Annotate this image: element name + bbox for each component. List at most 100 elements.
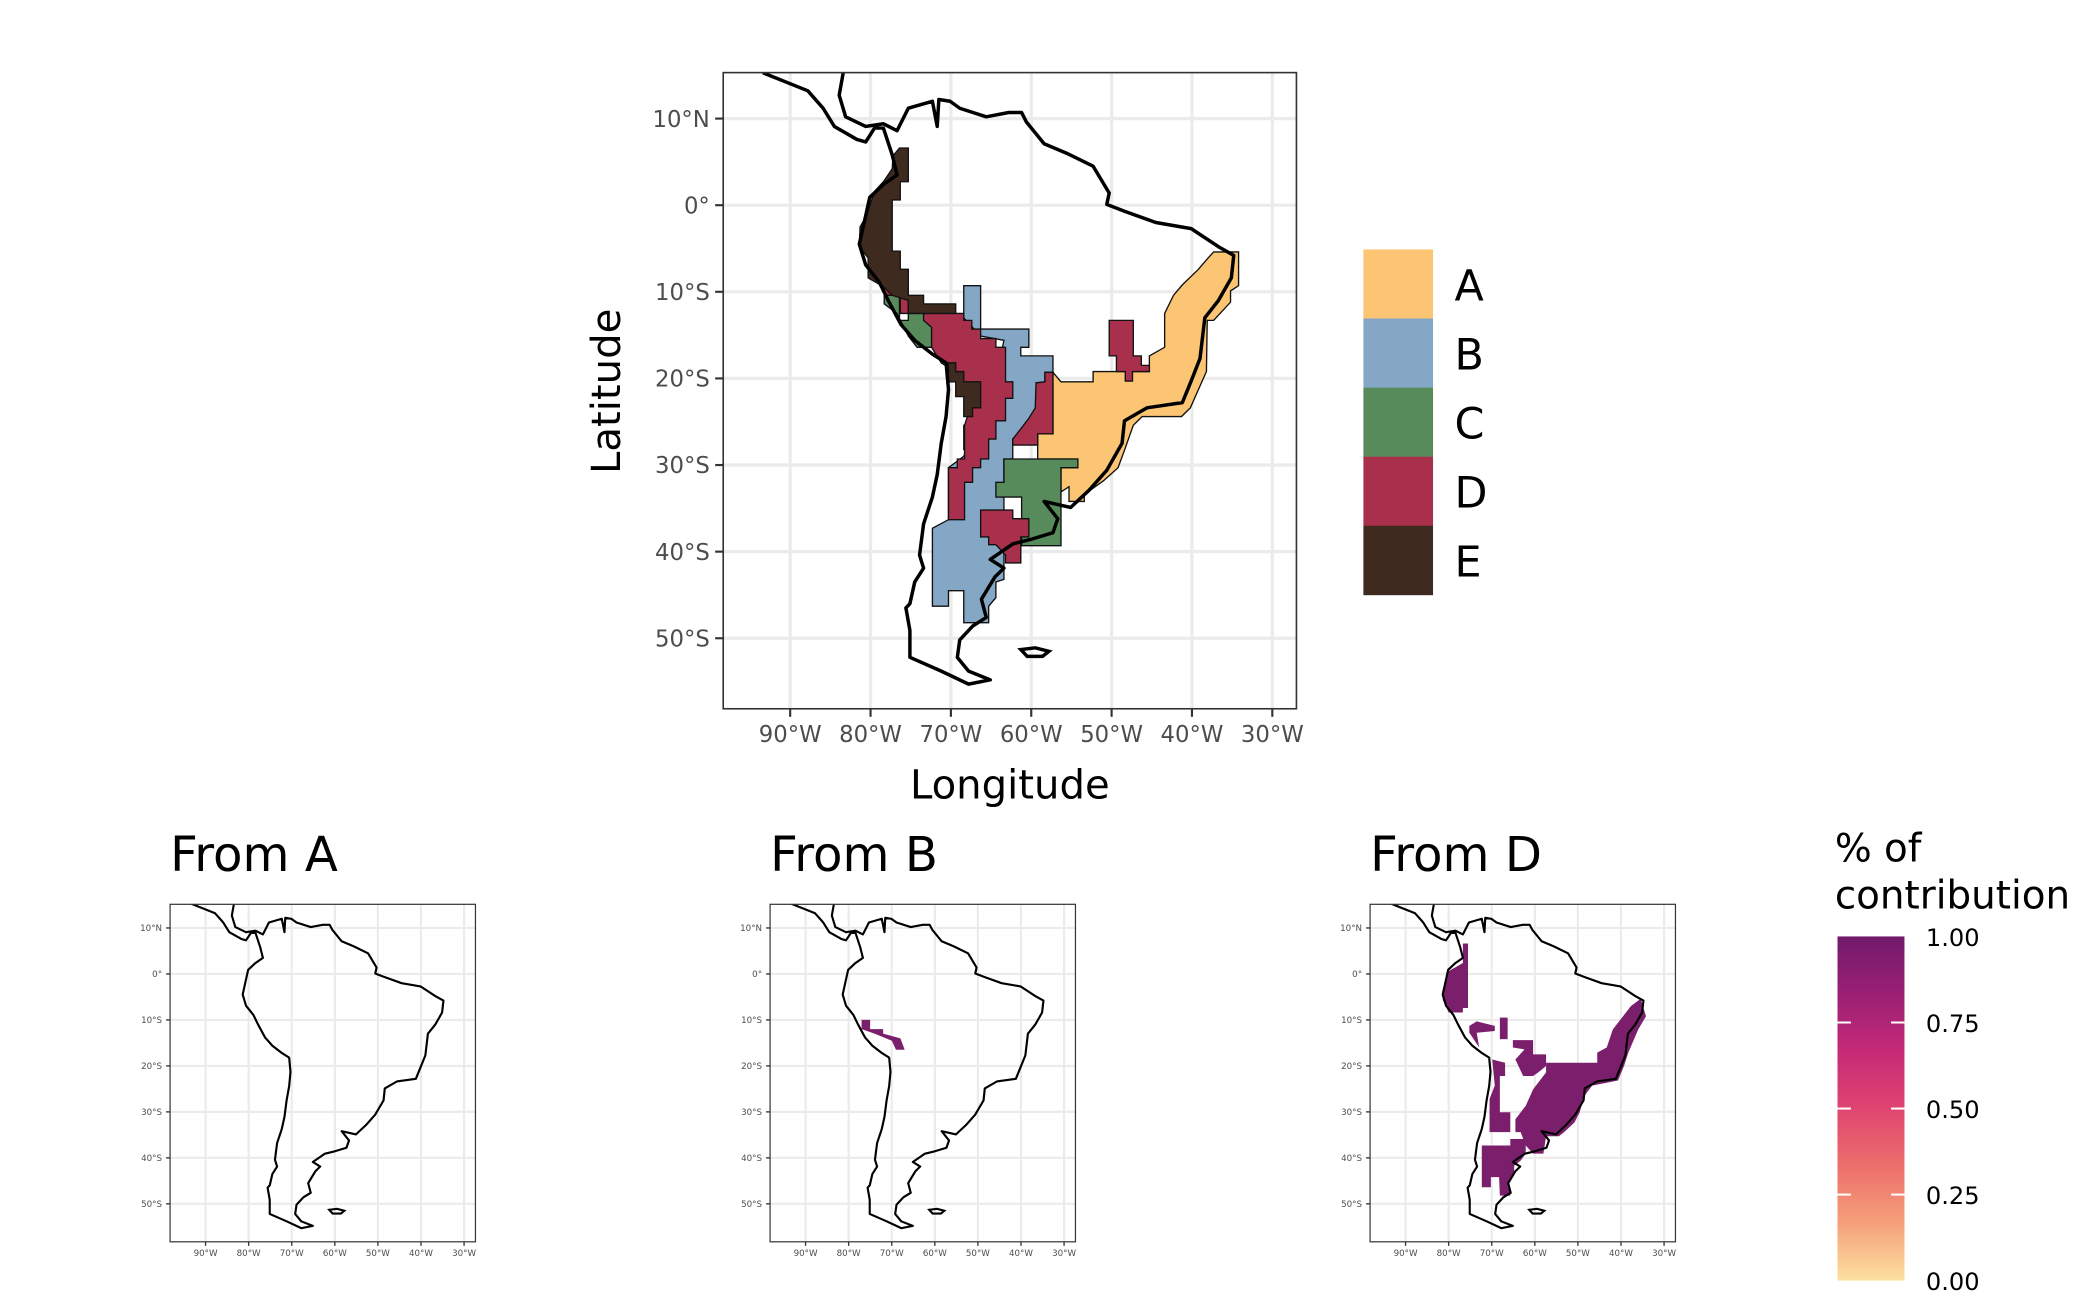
x-tick-label: 30°W <box>1052 1249 1076 1259</box>
y-tick-label: 10°N <box>140 924 162 934</box>
x-tick-label: 90°W <box>794 1249 818 1259</box>
x-tick-label: 30°W <box>1241 722 1304 748</box>
contribution-cells <box>1499 1017 1508 1040</box>
y-tick-label: 50°S <box>1341 1200 1362 1210</box>
panel-border <box>169 903 477 1243</box>
y-tick-label: 30°S <box>655 453 710 479</box>
y-axis-title: Latitude <box>584 309 630 474</box>
panel-background <box>170 904 476 1242</box>
colorbar-tick-label: 0.00 <box>1926 1268 1980 1296</box>
y-tick-label: 0° <box>1352 970 1362 980</box>
legend-swatch-d <box>1363 456 1434 527</box>
x-tick-label: 50°W <box>366 1249 390 1259</box>
contribution-cells <box>1489 1059 1511 1133</box>
falklands-outline <box>326 1207 347 1215</box>
contribution-cells <box>861 1019 905 1050</box>
map-from-d: 90°W 80°W 70°W 60°W 50°W 40°W 30°W 10°N 0° 10°S 20… <box>1340 903 1677 1259</box>
x-tick-label: 60°W <box>323 1249 347 1259</box>
x-tick-label: 80°W <box>1437 1249 1461 1259</box>
coastline <box>762 72 1236 686</box>
x-tick-label: 40°W <box>1609 1249 1633 1259</box>
colorbar-tick-label: 0.50 <box>1926 1096 1980 1124</box>
y-tick-label: 40°S <box>1341 1154 1362 1164</box>
y-tick-label: 50°S <box>141 1200 162 1210</box>
y-tick-label: 10°N <box>740 924 762 934</box>
x-tick-label: 70°W <box>1480 1249 1504 1259</box>
x-tick-label: 70°W <box>880 1249 904 1259</box>
x-tick-label: 40°W <box>409 1249 433 1259</box>
x-tick-label: 40°W <box>1161 722 1224 748</box>
legend-swatch-c <box>1363 387 1434 457</box>
y-tick-label: 10°N <box>652 107 709 133</box>
legend-swatch-e <box>1363 525 1434 596</box>
contribution-cells <box>1481 1138 1526 1196</box>
colorbar-tick-label: 0.25 <box>1926 1182 1980 1210</box>
coastline <box>190 904 445 1230</box>
colorbar-legend: % of contribution 1.00 0.75 0.50 0.25 0.00 <box>1835 826 2070 1296</box>
panel-background <box>770 904 1076 1242</box>
x-tick-label: 60°W <box>923 1249 947 1259</box>
coastline <box>1390 904 1645 1230</box>
contribution-cells <box>1515 998 1646 1154</box>
y-tick-label: 20°S <box>141 1062 162 1072</box>
x-tick-label: 40°W <box>1009 1249 1033 1259</box>
panel-title-from-b: From B <box>770 827 938 883</box>
region-e <box>947 362 982 418</box>
legend-label-e: E <box>1454 538 1481 588</box>
legend-swatch-a <box>1363 249 1434 319</box>
region-d <box>1108 319 1151 382</box>
y-tick-label: 50°S <box>741 1200 762 1210</box>
map-layers <box>723 72 1297 709</box>
x-tick-label: 70°W <box>280 1249 304 1259</box>
y-tick-label: 10°S <box>1341 1016 1362 1026</box>
panel-border <box>1369 903 1677 1243</box>
colorbar-title-line2: contribution <box>1835 873 2070 918</box>
colorbar-tick-label: 1.00 <box>1926 924 1980 952</box>
y-tick-label: 30°S <box>741 1108 762 1118</box>
y-tick-label: 0° <box>684 193 710 219</box>
panel-title-from-d: From D <box>1370 827 1542 883</box>
falklands-outline <box>1017 646 1053 659</box>
map-from-a: 90°W 80°W 70°W 60°W 50°W 40°W 30°W 10°N 0° 10°S 20… <box>140 903 477 1259</box>
y-tick-label: 30°S <box>141 1108 162 1118</box>
region-d <box>1012 371 1054 446</box>
y-tick-label: 10°N <box>1340 924 1362 934</box>
x-axis-title: Longitude <box>910 763 1110 809</box>
y-tick-label: 20°S <box>1341 1062 1362 1072</box>
x-tick-label: 80°W <box>237 1249 261 1259</box>
y-tick-label: 20°S <box>655 367 710 393</box>
y-tick-label: 30°S <box>1341 1108 1362 1118</box>
x-tick-label: 80°W <box>839 722 902 748</box>
y-tick-label: 10°S <box>741 1016 762 1026</box>
x-tick-label: 90°W <box>1394 1249 1418 1259</box>
y-tick-label: 20°S <box>741 1062 762 1072</box>
falklands-outline <box>1526 1207 1547 1215</box>
contribution-maps: 90°W 80°W 70°W 60°W 50°W 40°W 30°W 10°N 0° 10°S 20… <box>140 903 1677 1259</box>
y-tick-label: 40°S <box>141 1154 162 1164</box>
contribution-cells <box>1512 1040 1547 1076</box>
panel-border <box>769 903 1077 1243</box>
colorbar-tick-label: 0.75 <box>1926 1010 1980 1038</box>
x-tick-label: 30°W <box>1652 1249 1676 1259</box>
y-tick-label: 10°S <box>141 1016 162 1026</box>
x-tick-label: 30°W <box>452 1249 476 1259</box>
x-tick-label: 70°W <box>919 722 982 748</box>
x-tick-label: 90°W <box>759 722 822 748</box>
x-tick-label: 60°W <box>1523 1249 1547 1259</box>
x-tick-label: 50°W <box>1566 1249 1590 1259</box>
coastline <box>790 904 1045 1230</box>
legend-swatch-b <box>1363 318 1434 388</box>
contribution-cells <box>1469 1021 1495 1048</box>
y-tick-label: 40°S <box>655 540 710 566</box>
colorbar-title-line1: % of <box>1835 826 1923 871</box>
x-tick-label: 50°W <box>1080 722 1143 748</box>
legend-label-d: D <box>1454 469 1487 519</box>
x-tick-label: 50°W <box>966 1249 990 1259</box>
legend-label-c: C <box>1454 400 1484 450</box>
legend-label-b: B <box>1454 330 1483 380</box>
y-tick-label: 10°S <box>655 280 710 306</box>
map-layers <box>170 904 476 1242</box>
region-d <box>979 509 1030 564</box>
panel-title-from-a: From A <box>170 827 338 883</box>
